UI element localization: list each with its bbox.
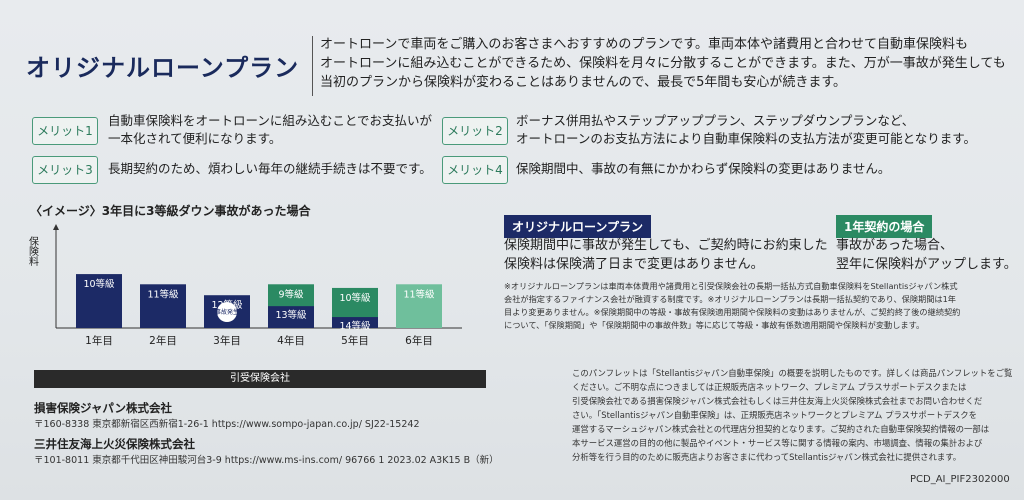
y-axis-label: 保険料: [27, 235, 39, 267]
merit-4-text: 保険期間中、事故の有無にかかわらず保険料の変更はありません。: [516, 160, 890, 178]
company-name: 損害保険ジャパン株式会社: [34, 401, 172, 415]
note-line: ※オリジナルローンプランは車両本体費用や諸費用と引受保険会社の長期一括払方式自動…: [504, 281, 958, 291]
disclaimer-line: 本サービス運営の目的の他に製品やイベント・サービス等に関する情報の案内、市場調査…: [572, 438, 983, 448]
company-address: 〒101-8011 東京都千代田区神田駿河台3-9 https://www.ms…: [34, 455, 499, 466]
original-plan-text: 保険期間中に事故が発生しても、ご契約時にお約束した 保険料は保険満了日まで変更は…: [504, 236, 828, 274]
note-line: 目より変更ありません。※保険期間中の等級・事故有保険適用期間や保険料の変動はあり…: [504, 307, 961, 317]
original-plan-badge: オリジナルローンプラン: [504, 215, 652, 238]
annual-plan-line: 翌年に保険料がアップします。: [836, 257, 1017, 272]
bar-label: 9等級: [278, 288, 304, 300]
intro-line: オートローンに組み込むことができるため、保険料を月々に分散することができます。ま…: [320, 56, 1006, 71]
original-plan-line: 保険料は保険満了日まで変更はありません。: [504, 257, 764, 272]
merit-4-badge: メリット4: [442, 156, 508, 184]
intro-line: オートローンで車両をご購入のお客さまへおすすめのプランです。車両本体や諸費用と合…: [320, 37, 969, 52]
company-name: 三井住友海上火災保険株式会社: [34, 437, 195, 451]
underwriters-heading: 引受保険会社: [34, 370, 486, 388]
premium-chart: 保険料10等級1年目11等級2年目12等級事故発生3年目9等級13等級4年目10…: [27, 224, 462, 347]
x-tick-label: 2年目: [149, 334, 177, 347]
disclaimer-line: このパンフレットは「Stellantisジャパン自動車保険」の概要を説明したもの…: [572, 368, 1013, 378]
merit-1-line: 自動車保険料をオートローンに組み込むことでお支払いが: [108, 113, 433, 128]
x-tick-label: 3年目: [213, 334, 241, 347]
disclaimer-line: さい。「Stellantisジャパン自動車保険」は、正規販売店ネットワークとプレ…: [572, 410, 978, 420]
title-divider: [312, 36, 313, 96]
bar-original: [268, 306, 314, 328]
intro-paragraph: オートローンで車両をご購入のお客さまへおすすめのプランです。車両本体や諸費用と合…: [320, 35, 1020, 92]
bar-label: 11等級: [403, 288, 435, 300]
merit-2-line: ボーナス併用払やステップアッププラン、ステップダウンプランなど、: [516, 113, 915, 128]
annual-plan-badge: 1年契約の場合: [836, 215, 933, 238]
x-tick-label: 1年目: [85, 334, 113, 347]
bar-original: [76, 274, 122, 328]
bar-label: 14等級: [339, 320, 371, 332]
merit-3-line: 長期契約のため、煩わしい毎年の継続手続きは不要です。: [108, 161, 432, 176]
merit-2-text: ボーナス併用払やステップアッププラン、ステップダウンプランなど、 オートローンの…: [516, 112, 976, 148]
disclaimer-line: 分析等を行う目的のために販売店よりお客さまに代わってStellantisジャパン…: [572, 452, 962, 462]
merit-3-badge: メリット3: [32, 156, 98, 184]
disclaimer-line: 運営するマーシュジャパン株式会社との代理店分担契約となります。ご契約された自動車…: [572, 424, 990, 434]
page-title: オリジナルローンプラン: [26, 54, 300, 82]
x-tick-label: 6年目: [405, 334, 433, 347]
note-line: 会社が指定するファイナンス会社が融資する制度です。※オリジナルローンプランは長期…: [504, 294, 956, 304]
merit-1-line: 一本化されて便利になります。: [108, 131, 282, 146]
bar-label: 13等級: [275, 309, 307, 321]
company-address: 〒160-8338 東京都新宿区西新宿1-26-1 https://www.so…: [34, 419, 420, 430]
merit-2-line: オートローンのお支払方法により自動車保険料の支払方法が変更可能となります。: [516, 131, 977, 146]
accident-marker: [217, 302, 237, 322]
intro-line: 当初のプランから保険料が変わることはありませんので、最長で5年間も安心が続きます…: [320, 75, 847, 90]
annual-plan-line: 事故があった場合、: [836, 238, 954, 253]
merit-1-text: 自動車保険料をオートローンに組み込むことでお支払いが 一本化されて便利になります…: [108, 112, 432, 148]
chart-title: 〈イメージ〉3年目に3等級ダウン事故があった場合: [30, 204, 311, 218]
merit-2-badge: メリット2: [442, 117, 508, 145]
x-tick-label: 5年目: [341, 334, 369, 347]
merit-1-badge: メリット1: [32, 117, 98, 145]
annual-plan-text: 事故があった場合、 翌年に保険料がアップします。: [836, 236, 1017, 274]
bar-label: 10等級: [83, 278, 115, 290]
disclaimer-text: このパンフレットは「Stellantisジャパン自動車保険」の概要を説明したもの…: [572, 366, 1012, 464]
x-tick-label: 4年目: [277, 334, 305, 347]
y-axis-arrow: [53, 224, 59, 230]
accident-label: 事故発生: [215, 308, 239, 316]
bar-original: [140, 284, 186, 328]
bar-label: 11等級: [147, 288, 179, 300]
bar-label: 10等級: [339, 292, 371, 304]
bar-original: [332, 317, 378, 328]
disclaimer-line: 引受保険会社である損害保険ジャパン株式会社もしくは三井住友海上火災保険株式会社ま…: [572, 396, 983, 406]
original-plan-line: 保険期間中に事故が発生しても、ご契約時にお約束した: [504, 238, 828, 253]
note-line: について、「保険期間」や「保険期間中の事故件数」等に応じて等級・事故有係数適用期…: [504, 320, 925, 330]
document-code: PCD_AI_PIF2302000: [910, 474, 1010, 485]
bar-annual: [396, 284, 442, 328]
disclaimer-line: ください。ご不明な点につきましては正規販売店ネットワーク、プレミアム プラスサポ…: [572, 382, 967, 392]
plan-notes: ※オリジナルローンプランは車両本体費用や諸費用と引受保険会社の長期一括払方式自動…: [504, 280, 960, 332]
merit-3-text: 長期契約のため、煩わしい毎年の継続手続きは不要です。: [108, 160, 432, 178]
merit-4-line: 保険期間中、事故の有無にかかわらず保険料の変更はありません。: [516, 161, 891, 176]
